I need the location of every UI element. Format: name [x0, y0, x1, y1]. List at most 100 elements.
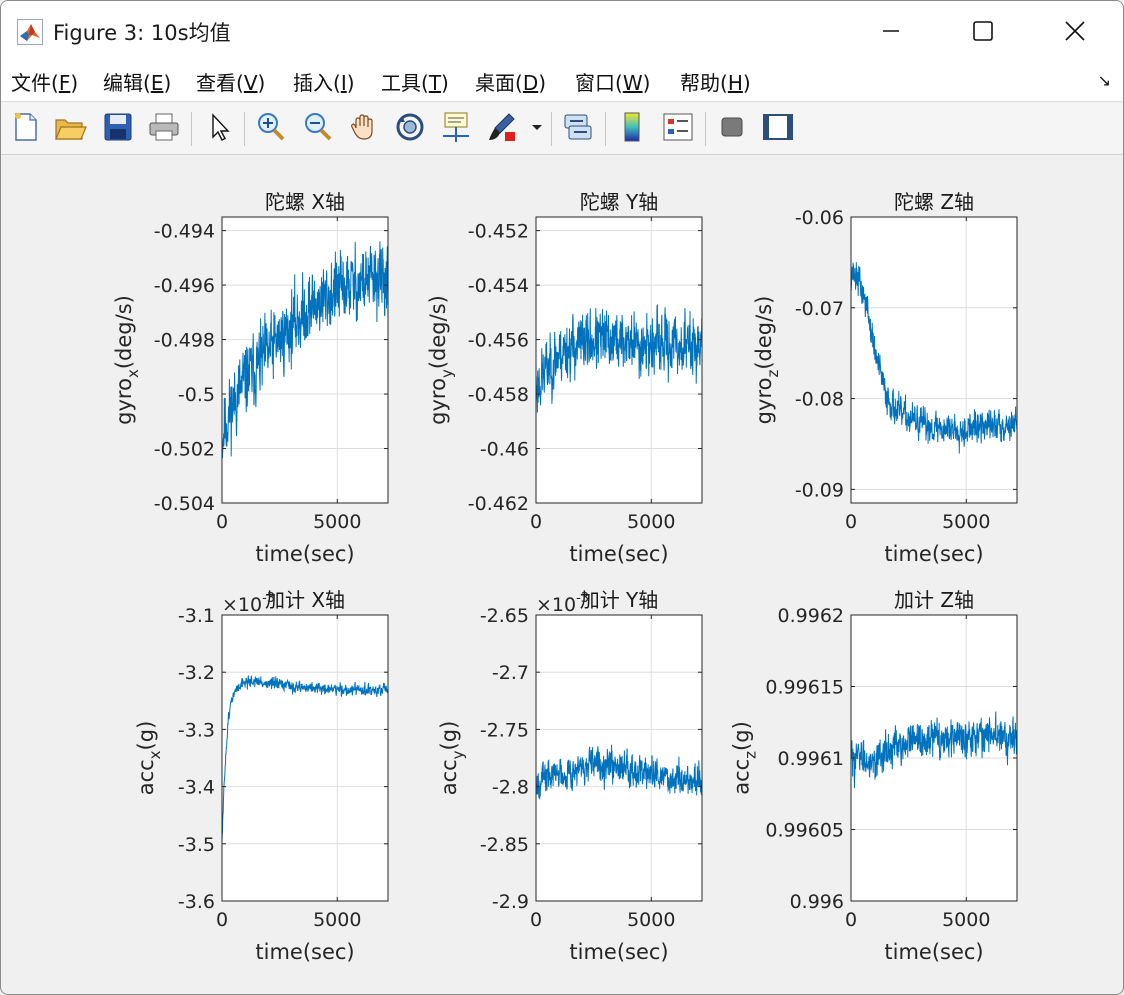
- axes-box: [535, 614, 703, 902]
- y-tick-label: -3.4: [178, 777, 215, 799]
- close-button[interactable]: [1035, 9, 1115, 53]
- y-tick-label: -2.75: [480, 719, 529, 741]
- colorbar-icon[interactable]: [615, 110, 649, 144]
- menu-help[interactable]: 帮助(H): [680, 67, 751, 96]
- y-tick-label: -0.498: [154, 330, 215, 352]
- zoom-in-icon[interactable]: [254, 110, 288, 144]
- rotate-3d-icon[interactable]: [393, 110, 427, 144]
- hide-plot-tools-icon[interactable]: [715, 110, 749, 144]
- x-axis-label: time(sec): [255, 542, 354, 566]
- data-cursor-icon[interactable]: [439, 110, 473, 144]
- y-axis-label: accz(g): [730, 721, 760, 795]
- x-tick-label: 0: [530, 511, 542, 533]
- axis-exponent-power: -3: [576, 591, 589, 606]
- brush-icon[interactable]: [485, 110, 519, 144]
- show-plot-tools-icon[interactable]: [761, 110, 795, 144]
- save-icon[interactable]: [101, 110, 135, 144]
- subplot-5[interactable]: 0 5000 -2.9 -2.85 -2.8 -2.75 -2.7 -2.65 加计 Y轴×10…: [437, 588, 703, 964]
- subplot-6[interactable]: 0 5000 0.996 0.99605 0.9961 0.99615 0.9962 加计 Z…: [730, 588, 1018, 964]
- new-figure-icon[interactable]: [9, 110, 43, 144]
- y-tick-label: -0.46: [480, 439, 529, 461]
- menu-edit[interactable]: 编辑(E): [103, 67, 171, 96]
- subplot-1[interactable]: 0 5000 -0.504 -0.502 -0.5 -0.498 -0.496 -0.494 陀…: [112, 190, 389, 566]
- y-tick-label: -3.3: [178, 719, 215, 741]
- y-axis-label-unit: (g): [730, 721, 754, 751]
- y-tick-label: -0.456: [468, 330, 529, 352]
- y-axis-label: gyroz(deg/s): [752, 296, 782, 425]
- subplot-2[interactable]: 0 5000 -0.462 -0.46 -0.458 -0.456 -0.454 -0.452…: [426, 190, 703, 566]
- menu-help-key: H: [727, 71, 743, 95]
- data-series-line: [221, 675, 389, 842]
- menu-window[interactable]: 窗口(W): [575, 67, 650, 96]
- menu-insert-key: I: [340, 71, 347, 95]
- menu-tools-key: T: [428, 71, 442, 95]
- print-icon[interactable]: [147, 110, 181, 144]
- menu-edit-key: E: [150, 71, 164, 95]
- x-tick-label: 5000: [942, 511, 990, 533]
- menu-file-end: ): [70, 71, 79, 95]
- y-tick-label: 0.9961: [778, 748, 844, 770]
- subplot-3[interactable]: 0 5000 -0.09 -0.08 -0.07 -0.06 陀螺 Z轴 time(sec) g…: [752, 190, 1018, 566]
- select-arrow-icon[interactable]: [203, 110, 237, 144]
- y-axis-label-base: acc: [134, 759, 158, 795]
- pan-hand-icon[interactable]: [347, 110, 381, 144]
- menu-bar: 文件(F) 编辑(E) 查看(V) 插入(I) 工具(T) 桌面(D) 窗口(W…: [1, 61, 1123, 101]
- x-axis-label: time(sec): [884, 542, 983, 566]
- menu-file[interactable]: 文件(F): [11, 67, 78, 96]
- data-series-line: [535, 304, 703, 413]
- link-plot-icon[interactable]: [561, 110, 595, 144]
- y-tick-label: -0.458: [468, 384, 529, 406]
- y-axis-label-subscript: y: [438, 369, 456, 378]
- menu-insert[interactable]: 插入(I): [293, 67, 355, 96]
- menu-view[interactable]: 查看(V): [196, 67, 265, 96]
- toolbar-separator: [191, 112, 192, 146]
- data-series-line: [850, 262, 1018, 454]
- x-tick-label: 5000: [627, 909, 675, 931]
- menu-view-text: 查看(: [196, 71, 244, 95]
- open-file-icon[interactable]: [53, 110, 87, 144]
- menu-file-text: 文件(: [11, 71, 59, 95]
- menu-help-end: ): [742, 71, 751, 95]
- legend-icon[interactable]: [661, 110, 695, 144]
- y-tick-label: -3.1: [178, 605, 215, 627]
- title-bar[interactable]: Figure 3: 10s均值: [1, 1, 1123, 61]
- data-series-line: [535, 744, 703, 800]
- maximize-button[interactable]: [943, 9, 1023, 53]
- x-axis-label: time(sec): [569, 940, 668, 964]
- subplot-4[interactable]: 0 5000 -3.6 -3.5 -3.4 -3.3 -3.2 -3.1 加计 X轴×10-3 t…: [134, 588, 389, 964]
- x-tick-label: 0: [530, 909, 542, 931]
- x-axis-label: time(sec): [255, 940, 354, 964]
- y-tick-label: -0.502: [154, 439, 215, 461]
- y-tick-label: 0.9962: [778, 605, 844, 627]
- y-axis-label: gyroy(deg/s): [426, 295, 456, 425]
- axes-box: [850, 216, 1018, 504]
- subplot-title: 加计 X轴: [265, 588, 345, 612]
- menu-tools[interactable]: 工具(T): [381, 67, 449, 96]
- y-axis-label-subscript: z: [764, 370, 782, 378]
- y-tick-label: -3.2: [178, 662, 215, 684]
- close-icon: [1065, 21, 1085, 41]
- x-tick-label: 0: [216, 511, 228, 533]
- y-axis-label-subscript: z: [742, 751, 760, 759]
- menu-overflow-arrow-icon[interactable]: ↘: [1097, 71, 1111, 90]
- axes-background: [222, 615, 388, 901]
- brush-dropdown-icon[interactable]: [529, 110, 545, 144]
- menu-view-end: ): [257, 71, 266, 95]
- y-tick-label: -0.452: [468, 221, 529, 243]
- zoom-out-icon[interactable]: [301, 110, 335, 144]
- x-tick-label: 5000: [627, 511, 675, 533]
- y-tick-label: -2.85: [480, 834, 529, 856]
- minimize-button[interactable]: [851, 9, 931, 53]
- y-tick-label: -0.462: [468, 493, 529, 515]
- subplot-title: 陀螺 Y轴: [580, 190, 659, 214]
- menu-desktop-text: 桌面(: [475, 71, 523, 95]
- y-axis-label-unit: (g): [437, 721, 461, 751]
- matlab-logo-icon: [17, 19, 43, 45]
- subplot-title: 加计 Y轴: [580, 588, 659, 612]
- toolbar-separator: [551, 112, 552, 146]
- menu-desktop[interactable]: 桌面(D): [475, 67, 546, 96]
- y-axis-label-base: acc: [437, 759, 461, 795]
- menu-tools-end: ): [441, 71, 449, 95]
- y-axis-label-base: gyro: [112, 378, 136, 425]
